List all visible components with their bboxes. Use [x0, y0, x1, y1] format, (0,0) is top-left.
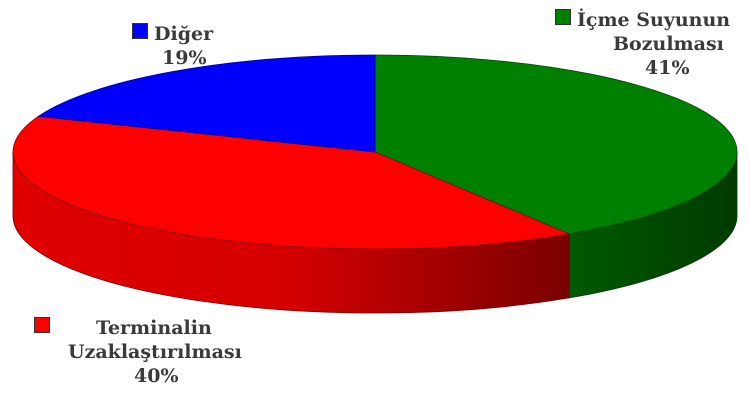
legend-swatch-terminalin — [34, 317, 50, 333]
slice-label-diger: Diğer 19% — [132, 22, 213, 70]
slice-label-terminalin-uzaklastirilmasi: Terminalin Uzaklaştırılması 40% — [34, 316, 242, 388]
slice-name-terminalin-line2: Uzaklaştırılması — [68, 341, 242, 363]
slice-value-diger: 19% — [162, 47, 207, 69]
pie-slice-terminalin-uzakla-t-r-lmas — [12, 115, 571, 250]
slice-name-icme-line1: İçme Suyunun — [577, 9, 731, 31]
slice-value-terminalin: 40% — [134, 365, 179, 387]
slice-label-icme-suyunun-bozulmasi: İçme Suyunun Bozulması 41% — [555, 8, 730, 80]
slice-name-diger: Diğer — [154, 23, 214, 45]
slice-name-icme-line2: Bozulması — [613, 33, 724, 55]
slice-value-icme: 41% — [645, 57, 690, 79]
legend-swatch-diger — [132, 23, 148, 39]
slice-name-terminalin-line1: Terminalin — [96, 317, 212, 339]
pie-slice-i-me-suyunun-bozulmas — [374, 54, 738, 235]
legend-swatch-icme — [555, 9, 571, 25]
pie-slice-di-er — [37, 54, 376, 153]
